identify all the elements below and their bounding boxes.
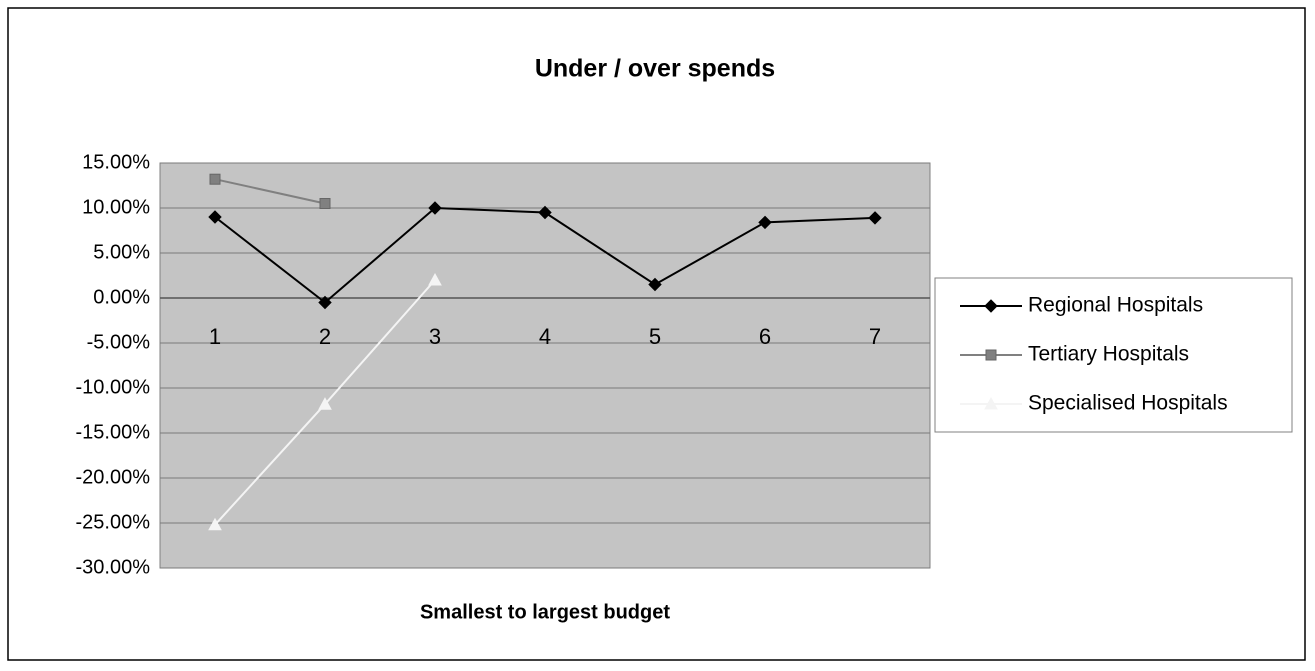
data-point [208,210,222,224]
data-point [868,211,882,225]
data-point [319,198,331,209]
data-point [428,201,442,215]
data-point [758,215,772,230]
y-tick-label: -30.00% [76,556,151,578]
legend-marker [984,396,998,410]
y-tick-label: -10.00% [76,376,151,398]
legend-label: Tertiary Hospitals [1028,343,1189,366]
data-point [538,205,552,220]
y-tick-label: -25.00% [76,511,151,533]
x-tick-label: 3 [429,324,441,349]
x-tick-label: 2 [319,324,331,349]
legend-label: Specialised Hospitals [1028,392,1228,415]
legend-marker [985,349,997,361]
data-point [318,397,332,410]
x-tick-label: 5 [649,324,661,349]
series-line [214,178,326,205]
x-tick-label: 7 [869,324,881,349]
data-point [208,517,222,531]
y-tick-label: -20.00% [76,466,151,488]
x-tick-label: 1 [209,324,221,349]
plot-area [159,162,931,569]
x-axis-title: Smallest to largest budget [420,601,670,623]
y-tick-label: 0.00% [93,286,150,308]
data-point [209,173,221,185]
y-tick-label: -15.00% [76,421,151,443]
y-tick-label: -5.00% [87,331,151,353]
data-point [318,295,332,310]
data-point [648,277,662,292]
legend-label: Regional Hospitals [1028,294,1203,317]
legend-marker [984,299,998,313]
y-tick-label: 15.00% [82,151,150,173]
data-point [428,272,442,286]
chart-title: Under / over spends [535,55,775,83]
x-tick-label: 4 [539,324,551,349]
x-tick-label: 6 [759,324,771,349]
y-tick-label: 10.00% [82,196,150,218]
y-tick-label: 5.00% [93,241,150,263]
